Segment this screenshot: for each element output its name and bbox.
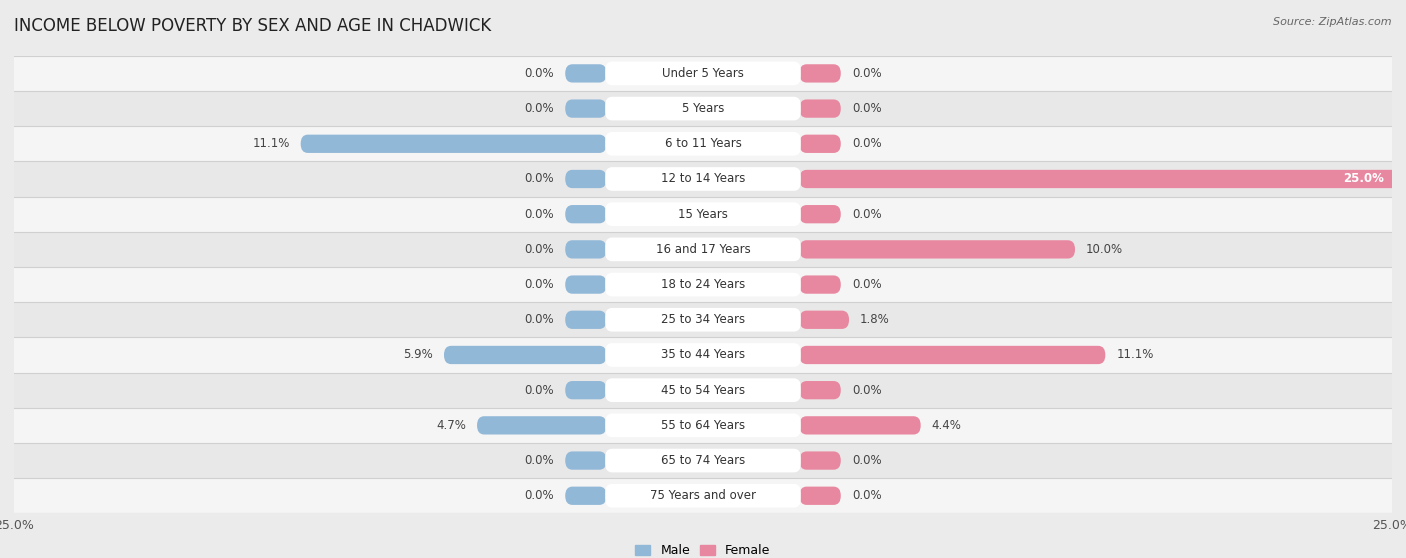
FancyBboxPatch shape xyxy=(565,205,606,223)
FancyBboxPatch shape xyxy=(14,91,1392,126)
FancyBboxPatch shape xyxy=(565,381,606,400)
Text: 0.0%: 0.0% xyxy=(524,172,554,185)
Text: 0.0%: 0.0% xyxy=(852,278,882,291)
FancyBboxPatch shape xyxy=(800,64,841,83)
Text: 16 and 17 Years: 16 and 17 Years xyxy=(655,243,751,256)
FancyBboxPatch shape xyxy=(800,205,841,223)
FancyBboxPatch shape xyxy=(444,346,606,364)
Text: Under 5 Years: Under 5 Years xyxy=(662,67,744,80)
FancyBboxPatch shape xyxy=(800,276,841,294)
Text: 5.9%: 5.9% xyxy=(404,349,433,362)
Text: 0.0%: 0.0% xyxy=(852,208,882,220)
Text: 0.0%: 0.0% xyxy=(524,102,554,115)
Text: 6 to 11 Years: 6 to 11 Years xyxy=(665,137,741,150)
Text: Source: ZipAtlas.com: Source: ZipAtlas.com xyxy=(1274,17,1392,27)
Text: 11.1%: 11.1% xyxy=(1116,349,1154,362)
Text: 75 Years and over: 75 Years and over xyxy=(650,489,756,502)
Text: 0.0%: 0.0% xyxy=(852,67,882,80)
Text: 15 Years: 15 Years xyxy=(678,208,728,220)
FancyBboxPatch shape xyxy=(14,161,1392,196)
Text: INCOME BELOW POVERTY BY SEX AND AGE IN CHADWICK: INCOME BELOW POVERTY BY SEX AND AGE IN C… xyxy=(14,17,491,35)
FancyBboxPatch shape xyxy=(565,99,606,118)
FancyBboxPatch shape xyxy=(14,56,1392,91)
FancyBboxPatch shape xyxy=(14,338,1392,373)
FancyBboxPatch shape xyxy=(605,273,801,296)
FancyBboxPatch shape xyxy=(800,311,849,329)
Text: 65 to 74 Years: 65 to 74 Years xyxy=(661,454,745,467)
Text: 0.0%: 0.0% xyxy=(852,489,882,502)
Text: 35 to 44 Years: 35 to 44 Years xyxy=(661,349,745,362)
FancyBboxPatch shape xyxy=(14,373,1392,408)
FancyBboxPatch shape xyxy=(605,343,801,367)
FancyBboxPatch shape xyxy=(14,126,1392,161)
Text: 5 Years: 5 Years xyxy=(682,102,724,115)
FancyBboxPatch shape xyxy=(605,308,801,331)
FancyBboxPatch shape xyxy=(800,346,1105,364)
FancyBboxPatch shape xyxy=(800,487,841,505)
Text: 0.0%: 0.0% xyxy=(852,454,882,467)
FancyBboxPatch shape xyxy=(605,238,801,261)
FancyBboxPatch shape xyxy=(605,449,801,473)
FancyBboxPatch shape xyxy=(605,97,801,121)
Text: 0.0%: 0.0% xyxy=(852,102,882,115)
FancyBboxPatch shape xyxy=(605,203,801,226)
FancyBboxPatch shape xyxy=(605,413,801,437)
FancyBboxPatch shape xyxy=(800,451,841,470)
FancyBboxPatch shape xyxy=(800,134,841,153)
FancyBboxPatch shape xyxy=(800,240,1076,258)
Text: 0.0%: 0.0% xyxy=(524,489,554,502)
Text: 10.0%: 10.0% xyxy=(1085,243,1123,256)
Text: 0.0%: 0.0% xyxy=(524,243,554,256)
FancyBboxPatch shape xyxy=(800,416,921,435)
FancyBboxPatch shape xyxy=(565,451,606,470)
FancyBboxPatch shape xyxy=(800,381,841,400)
FancyBboxPatch shape xyxy=(605,132,801,156)
FancyBboxPatch shape xyxy=(565,64,606,83)
Text: 25 to 34 Years: 25 to 34 Years xyxy=(661,313,745,326)
FancyBboxPatch shape xyxy=(605,61,801,85)
FancyBboxPatch shape xyxy=(565,311,606,329)
FancyBboxPatch shape xyxy=(605,378,801,402)
Text: 0.0%: 0.0% xyxy=(852,137,882,150)
FancyBboxPatch shape xyxy=(800,99,841,118)
Text: 1.8%: 1.8% xyxy=(860,313,890,326)
FancyBboxPatch shape xyxy=(14,443,1392,478)
Text: 18 to 24 Years: 18 to 24 Years xyxy=(661,278,745,291)
Text: 0.0%: 0.0% xyxy=(524,313,554,326)
Legend: Male, Female: Male, Female xyxy=(630,539,776,558)
FancyBboxPatch shape xyxy=(800,170,1406,188)
Text: 0.0%: 0.0% xyxy=(524,67,554,80)
FancyBboxPatch shape xyxy=(14,302,1392,338)
FancyBboxPatch shape xyxy=(301,134,606,153)
FancyBboxPatch shape xyxy=(565,487,606,505)
Text: 0.0%: 0.0% xyxy=(524,454,554,467)
Text: 11.1%: 11.1% xyxy=(252,137,290,150)
Text: 0.0%: 0.0% xyxy=(852,384,882,397)
FancyBboxPatch shape xyxy=(14,408,1392,443)
Text: 0.0%: 0.0% xyxy=(524,208,554,220)
FancyBboxPatch shape xyxy=(605,484,801,508)
Text: 4.4%: 4.4% xyxy=(932,419,962,432)
Text: 4.7%: 4.7% xyxy=(436,419,465,432)
FancyBboxPatch shape xyxy=(477,416,606,435)
FancyBboxPatch shape xyxy=(14,232,1392,267)
Text: 55 to 64 Years: 55 to 64 Years xyxy=(661,419,745,432)
FancyBboxPatch shape xyxy=(14,196,1392,232)
FancyBboxPatch shape xyxy=(565,240,606,258)
FancyBboxPatch shape xyxy=(565,170,606,188)
Text: 0.0%: 0.0% xyxy=(524,278,554,291)
FancyBboxPatch shape xyxy=(605,167,801,191)
Text: 0.0%: 0.0% xyxy=(524,384,554,397)
Text: 25.0%: 25.0% xyxy=(1343,172,1384,185)
FancyBboxPatch shape xyxy=(14,267,1392,302)
FancyBboxPatch shape xyxy=(565,276,606,294)
FancyBboxPatch shape xyxy=(14,478,1392,513)
Text: 12 to 14 Years: 12 to 14 Years xyxy=(661,172,745,185)
Text: 45 to 54 Years: 45 to 54 Years xyxy=(661,384,745,397)
